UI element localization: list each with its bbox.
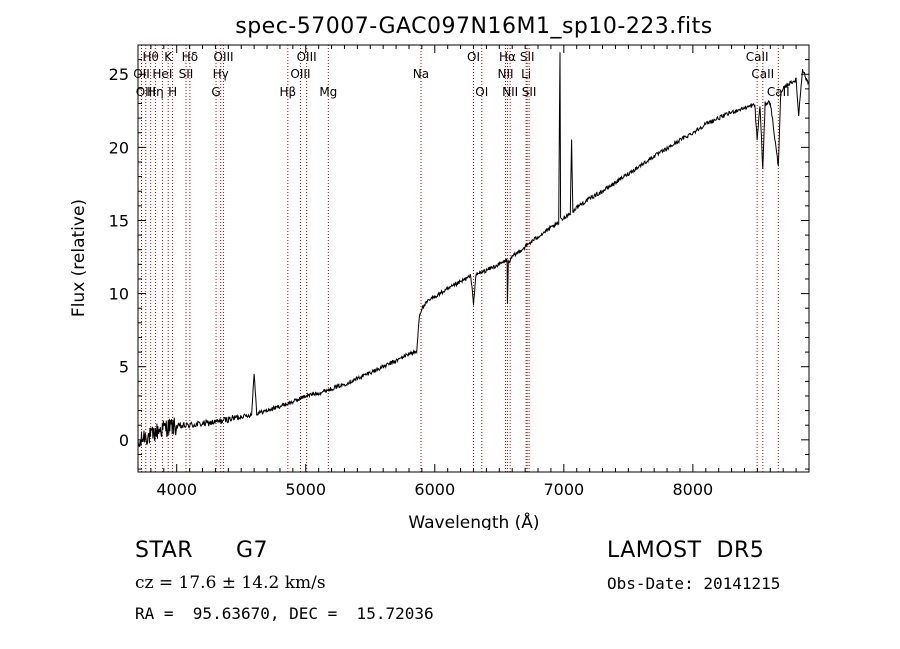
line-marker-label: Hα: [499, 50, 516, 64]
y-tick-label: 25: [109, 65, 129, 84]
line-marker-label: CaII: [767, 85, 790, 99]
line-marker-label: Hη: [147, 85, 164, 99]
line-marker-label: SII: [522, 85, 537, 99]
line-marker-label: Hβ: [279, 85, 296, 99]
x-axis: 4000 5000 6000 7000 8000: [150, 45, 797, 499]
line-marker-label: HeI: [152, 67, 172, 81]
x-axis-label: Wavelength (Å): [408, 511, 539, 530]
chart-title: spec-57007-GAC097N16M1_sp10-223.fits: [235, 14, 713, 39]
line-marker-label: Hθ: [142, 50, 158, 64]
object-class: STAR: [135, 538, 194, 563]
x-tick-label: 6000: [414, 480, 455, 499]
cz-value: cz = 17.6 ± 14.2 km/s: [135, 573, 326, 593]
line-marker-label: G: [211, 85, 220, 99]
x-tick-label: 5000: [285, 480, 326, 499]
line-marker-label: OI: [467, 50, 480, 64]
y-axis: 0 5 10 15 20 25: [109, 59, 809, 470]
line-marker-label: SII: [179, 67, 194, 81]
y-tick-label: 10: [109, 285, 129, 304]
line-marker-label: Li: [521, 67, 531, 81]
line-marker-label: H: [168, 85, 177, 99]
line-marker-label: Hδ: [182, 50, 198, 64]
line-marker-label: NII: [497, 67, 513, 81]
spectrum-line: [137, 52, 810, 447]
y-tick-label: 20: [109, 138, 129, 157]
y-tick-label: 15: [109, 211, 129, 230]
y-tick-label: 0: [119, 431, 129, 450]
line-marker-label: OIII: [290, 67, 310, 81]
x-tick-label: 8000: [673, 480, 714, 499]
object-subclass: G7: [236, 538, 269, 563]
line-marker-label: K: [164, 50, 173, 64]
line-marker-label: CaII: [746, 50, 769, 64]
spectrum-chart: spec-57007-GAC097N16M1_sp10-223.fits Hθ O…: [69, 14, 810, 530]
spectrum-series: [137, 52, 810, 447]
y-axis-label: Flux (relative): [69, 199, 89, 317]
y-tick-label: 5: [119, 358, 129, 377]
x-tick-label: 7000: [543, 480, 584, 499]
survey-label: LAMOST DR5: [607, 538, 765, 563]
line-marker-label: OIII: [214, 50, 234, 64]
line-marker-label: Hγ: [213, 67, 229, 81]
line-marker-label: Mg: [319, 85, 337, 99]
line-marker-label: CaII: [751, 67, 774, 81]
line-marker-label: SII: [520, 50, 535, 64]
x-tick-label: 4000: [156, 480, 197, 499]
line-marker-label: NII: [502, 85, 518, 99]
coordinates: RA = 95.63670, DEC = 15.72036: [135, 604, 434, 623]
obs-date: Obs-Date: 20141215: [607, 574, 781, 593]
line-marker-label: OI: [475, 85, 488, 99]
line-marker-label: OIII: [297, 50, 317, 64]
line-marker-label: Na: [413, 67, 429, 81]
